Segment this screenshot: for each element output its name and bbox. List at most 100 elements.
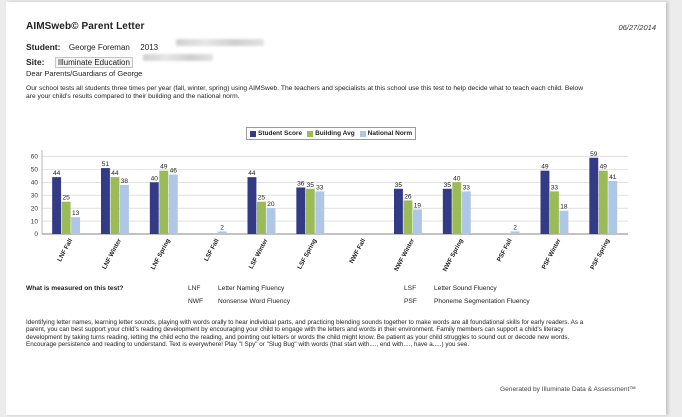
bar	[403, 200, 413, 234]
bar-value-label: 25	[62, 195, 70, 202]
bar-value-label: 59	[590, 151, 598, 158]
legend-item-national: National Norm	[359, 130, 412, 137]
bar	[305, 188, 315, 234]
bar	[296, 187, 306, 234]
bar	[168, 174, 178, 234]
bar	[510, 231, 520, 234]
x-tick-label: LNF Fall	[56, 237, 74, 262]
site-label: Site:	[26, 57, 45, 67]
bar	[110, 177, 120, 234]
glossary-name-lnf: Letter Naming Fluency	[218, 285, 285, 292]
redacted-field	[176, 39, 264, 46]
bar-value-label: 33	[316, 184, 324, 191]
bar	[71, 217, 81, 234]
bar-value-label: 13	[72, 210, 80, 217]
bar	[101, 168, 110, 234]
bar-value-label: 44	[111, 170, 119, 177]
student-label: Student:	[26, 42, 61, 52]
glossary-name-lsf: Letter Sound Fluency	[434, 285, 497, 292]
bar-value-label: 26	[404, 193, 412, 200]
glossary-name-psf: Phoneme Segmentation Fluency	[434, 298, 530, 305]
greeting-prefix: Dear Parents/Guardians of	[26, 69, 116, 78]
bar-value-label: 44	[248, 170, 256, 177]
bar-value-label: 35	[444, 182, 452, 189]
intro-paragraph: Our school tests all students three time…	[26, 85, 584, 101]
bar	[413, 209, 422, 234]
x-tick-label: LNF Spring	[150, 238, 172, 271]
bar	[559, 210, 569, 234]
parent-letter-page: AIMSweb© Parent Letter 06/27/2014 Studen…	[6, 2, 666, 415]
legend-label-student: Student Score	[258, 130, 303, 137]
bar-value-label: 51	[102, 161, 110, 168]
bar-value-label: 19	[414, 202, 422, 209]
x-tick-label: NWF Winter	[393, 237, 416, 272]
bar-value-label: 25	[258, 195, 266, 202]
bar-value-label: 18	[560, 204, 568, 211]
bar	[394, 188, 403, 234]
bar	[52, 177, 62, 234]
reading-tips-paragraph: Identifying letter names, learning lette…	[26, 319, 584, 349]
y-tick-label: 10	[31, 218, 39, 225]
legend-item-student: Student Score	[250, 130, 302, 137]
bar	[540, 170, 550, 234]
y-tick-label: 20	[31, 205, 39, 212]
bar	[589, 157, 599, 234]
bar	[452, 182, 462, 234]
bar-value-label: 49	[600, 164, 608, 171]
x-tick-label: LSF Fall	[203, 237, 221, 262]
y-tick-label: 40	[31, 180, 39, 187]
x-tick-label: LSF Winter	[248, 237, 270, 270]
bar	[550, 191, 559, 234]
greeting-name: George	[117, 69, 143, 78]
bar	[159, 170, 169, 234]
redacted-field	[143, 54, 213, 61]
glossary-abbr-lsf: LSF	[404, 285, 417, 292]
bar-value-label: 2	[513, 224, 517, 231]
bar-value-label: 35	[307, 182, 315, 189]
x-tick-label: PSF Winter	[541, 237, 563, 270]
bar-value-label: 40	[151, 175, 159, 182]
site-line: Site: Illuminate Education	[26, 52, 133, 70]
bar	[120, 184, 129, 234]
bar-value-label: 33	[551, 184, 559, 191]
bar-value-label: 49	[541, 164, 549, 171]
bar-value-label: 33	[463, 184, 471, 191]
x-tick-label: PSF Spring	[589, 238, 611, 271]
bar	[442, 188, 452, 234]
glossary-abbr-lnf: LNF	[188, 285, 201, 292]
bar-value-label: 49	[160, 164, 168, 171]
bar	[217, 231, 227, 234]
y-tick-label: 30	[31, 192, 39, 199]
student-line: Student: George Foreman 2013	[26, 37, 158, 55]
bar-value-label: 44	[53, 170, 61, 177]
bar	[461, 191, 471, 234]
legend-item-building: Building Avg	[307, 130, 355, 137]
glossary-question: What is measured on this test?	[26, 285, 124, 292]
legend-swatch-building	[307, 130, 314, 137]
bar-value-label: 40	[453, 175, 461, 182]
bar	[266, 208, 276, 234]
glossary-name-nwf: Nonsense Word Fluency	[218, 298, 291, 305]
student-year: 2013	[140, 43, 159, 52]
y-tick-label: 60	[31, 154, 39, 161]
student-name: George Foreman	[68, 43, 130, 52]
bar-value-label: 2	[220, 224, 224, 231]
x-tick-label: NWF Fall	[348, 237, 367, 264]
bar	[598, 170, 608, 234]
y-tick-label: 50	[31, 167, 39, 174]
bar	[61, 201, 71, 234]
bar	[149, 182, 159, 234]
bar-value-label: 41	[609, 174, 617, 181]
chart-legend: Student Score Building Avg National Norm	[246, 127, 417, 140]
bar-value-label: 35	[395, 182, 403, 189]
bar	[257, 201, 266, 234]
x-tick-label: NWF Spring	[442, 238, 465, 273]
greeting: Dear Parents/Guardians of George	[26, 69, 142, 78]
glossary-abbr-nwf: NWF	[188, 298, 204, 305]
bar	[315, 191, 325, 234]
bar	[247, 177, 257, 234]
x-tick-label: LNF Winter	[101, 237, 123, 270]
site-name: Illuminate Education	[54, 57, 133, 68]
legend-label-building: Building Avg	[315, 130, 355, 137]
legend-swatch-national	[359, 130, 366, 137]
